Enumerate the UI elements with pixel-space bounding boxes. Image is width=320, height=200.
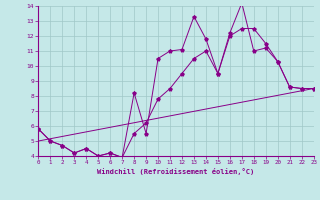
X-axis label: Windchill (Refroidissement éolien,°C): Windchill (Refroidissement éolien,°C) — [97, 168, 255, 175]
